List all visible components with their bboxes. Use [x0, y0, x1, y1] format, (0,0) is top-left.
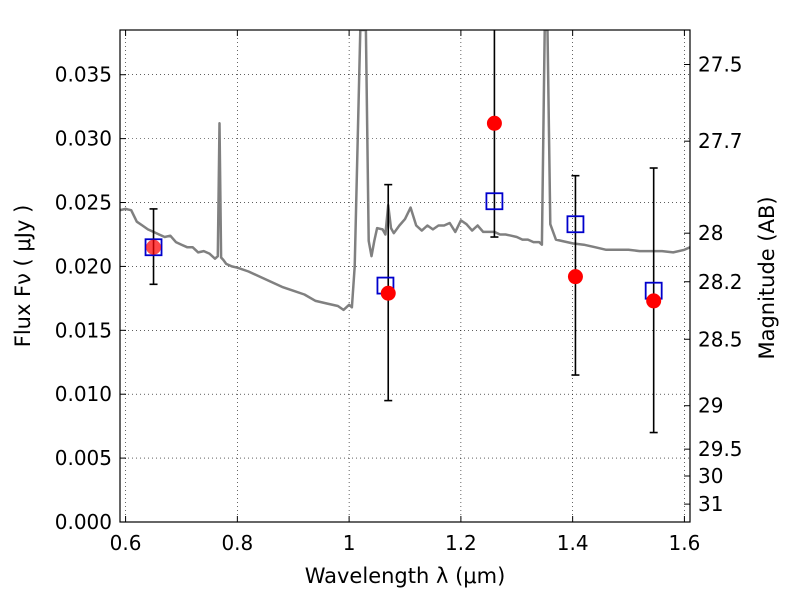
magnitude-tick-label: 27.5 [698, 53, 743, 77]
tick-marks [120, 30, 690, 523]
y-tick-label: 0.025 [55, 191, 112, 215]
y-tick-label: 0.035 [55, 63, 112, 87]
magnitude-tick-label: 28.5 [698, 327, 743, 351]
observed-photometry-point [380, 285, 396, 301]
x-tick-labels: 0.6 0.8 1 1.2 1.4 1.6 [110, 531, 701, 555]
observed-photometry-point [567, 269, 583, 285]
y-tick-label: 0.015 [55, 318, 112, 342]
x-tick-label: 1.4 [557, 531, 589, 555]
x-tick-label: 1.2 [445, 531, 477, 555]
observed-photometry-point [146, 239, 162, 255]
magnitude-tick-label: 31 [698, 492, 723, 516]
y-tick-label: 0.030 [55, 127, 112, 151]
y-tick-label: 0.020 [55, 254, 112, 278]
magnitude-tick-label: 29 [698, 394, 723, 418]
magnitude-tick-label: 27.7 [698, 129, 743, 153]
x-tick-label: 0.6 [110, 531, 142, 555]
observed-photometry-point [646, 293, 662, 309]
magnitude-tick-label: 29.5 [698, 437, 743, 461]
magnitude-tick-labels: 27.5 27.7 28 28.2 28.5 29 29.5 30 31 [698, 53, 743, 517]
y-tick-labels: 0.000 0.005 0.010 0.015 0.020 0.025 0.030 0.035 [55, 63, 112, 534]
y-tick-label: 0.000 [55, 510, 112, 534]
errorbar-layer [149, 30, 658, 434]
magnitude-tick-label: 30 [698, 464, 723, 488]
y-tick-label: 0.010 [55, 382, 112, 406]
marker-layer [144, 115, 663, 309]
y-tick-label: 0.005 [55, 446, 112, 470]
x-tick-label: 1 [343, 531, 356, 555]
x-tick-label: 1.6 [669, 531, 701, 555]
magnitude-tick-label: 28 [698, 221, 723, 245]
plot-frame [119, 29, 691, 523]
magnitude-tick-label: 28.2 [698, 270, 743, 294]
magnitude-axis-label: Magnitude (AB) [755, 196, 779, 359]
model-photometry-point [144, 238, 163, 257]
observed-photometry-point [486, 115, 502, 131]
model-photometry-point [566, 215, 585, 234]
plot-background [120, 30, 690, 522]
model-photometry-point [485, 192, 504, 211]
y-axis-label: Flux Fν ( μJy ) [11, 205, 35, 348]
x-tick-label: 0.8 [221, 531, 253, 555]
x-axis-label: Wavelength λ (μm) [305, 564, 506, 588]
